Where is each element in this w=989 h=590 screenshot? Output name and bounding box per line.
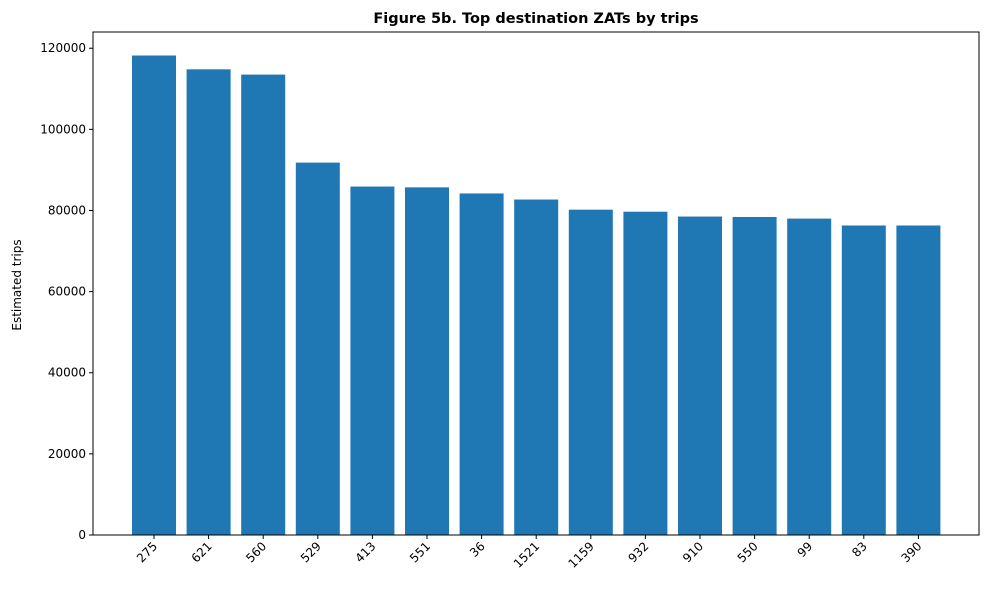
bar-550: [732, 216, 777, 536]
bar-83: [841, 225, 886, 535]
bar-1521: [514, 199, 559, 536]
x-tick-label: 413: [352, 539, 378, 565]
x-tick-label: 83: [849, 539, 870, 560]
x-tick-label: 1159: [565, 539, 596, 570]
bars-group: [132, 55, 941, 536]
bar-390: [896, 225, 941, 535]
y-tick-label: 80000: [48, 203, 86, 217]
bar-99: [787, 218, 832, 535]
x-tick-label: 390: [898, 539, 924, 565]
x-tick-label: 550: [735, 539, 761, 565]
bar-621: [186, 69, 231, 536]
x-tick-label: 551: [407, 539, 433, 565]
x-tick-label: 932: [625, 539, 651, 565]
y-axis-label: Estimated trips: [10, 239, 24, 330]
bar-413: [350, 186, 395, 535]
y-tick-label: 0: [78, 528, 86, 542]
y-tick-label: 60000: [48, 285, 86, 299]
bar-1159: [568, 209, 613, 535]
x-tick-label: 529: [298, 539, 324, 565]
y-tick-label: 40000: [48, 366, 86, 380]
x-tick-label: 99: [795, 539, 816, 560]
bar-910: [678, 216, 722, 535]
y-tick-label: 120000: [40, 41, 86, 55]
y-axis: 0 20000 40000 60000 80000 100000 120000: [40, 41, 93, 542]
bar-529: [295, 162, 340, 535]
y-tick-label: 20000: [48, 447, 86, 461]
bar-551: [405, 187, 449, 535]
x-tick-label: 1521: [511, 539, 542, 570]
bar-275: [132, 55, 176, 536]
plot-frame: [92, 31, 980, 536]
chart-title: Figure 5b. Top destination ZATs by trips: [373, 11, 698, 27]
x-tick-label: 621: [189, 539, 215, 565]
bar-932: [623, 211, 668, 535]
bar-560: [241, 74, 286, 535]
x-tick-label: 36: [467, 539, 488, 560]
bar-36: [459, 193, 504, 535]
x-axis: 275 621 560 529 413 551 36 1521 1159 932 910 550 99 8…: [134, 535, 925, 571]
y-tick-label: 100000: [40, 122, 86, 136]
x-tick-label: 275: [134, 539, 160, 565]
x-tick-label: 910: [680, 539, 706, 565]
x-tick-label: 560: [243, 539, 269, 565]
